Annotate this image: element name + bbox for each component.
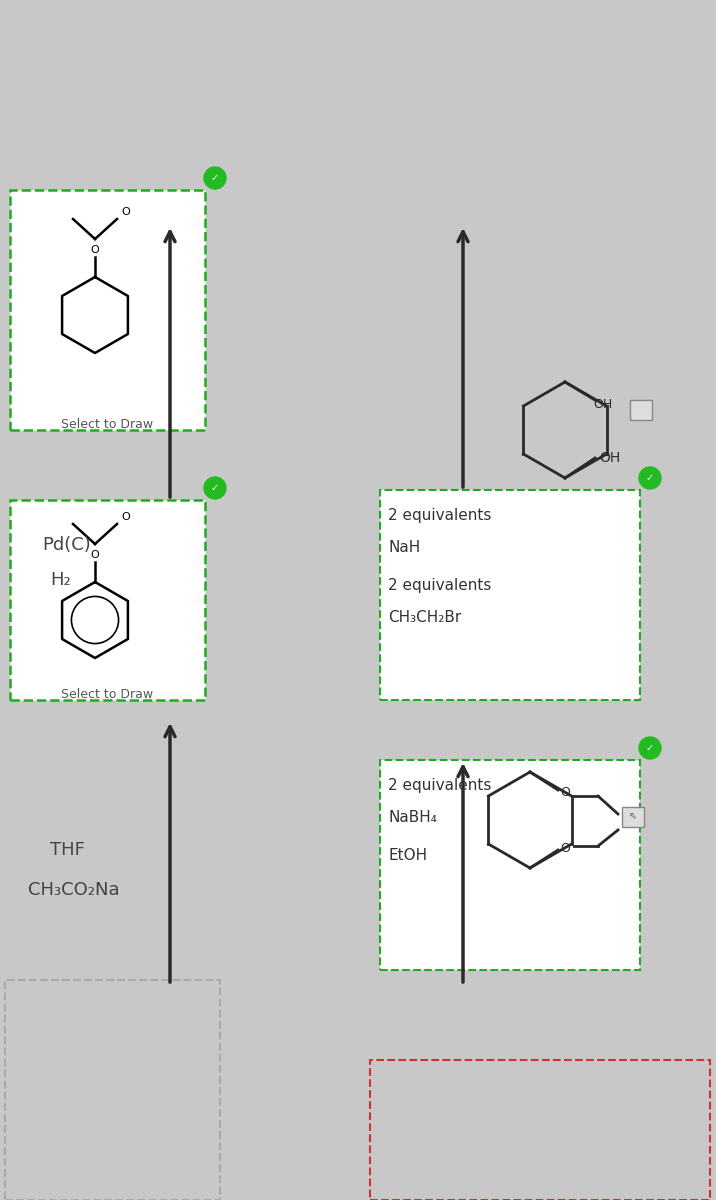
Bar <box>380 760 640 970</box>
Text: CH₃CO₂Na: CH₃CO₂Na <box>28 881 120 899</box>
Text: CH₃CH₂Br: CH₃CH₂Br <box>388 610 461 625</box>
Bar <box>370 1060 710 1200</box>
Text: 2 equivalents: 2 equivalents <box>388 778 491 793</box>
Text: ✓: ✓ <box>211 482 219 493</box>
Text: O: O <box>121 206 130 217</box>
Text: EtOH: EtOH <box>388 848 427 863</box>
Circle shape <box>639 467 661 490</box>
Text: O: O <box>121 512 130 522</box>
Text: Select to Draw: Select to Draw <box>61 688 153 701</box>
Text: OH: OH <box>599 451 620 464</box>
Text: O: O <box>560 841 570 854</box>
Bar <box>380 490 640 700</box>
Text: NaH: NaH <box>388 540 420 554</box>
Text: 2 equivalents: 2 equivalents <box>388 578 491 593</box>
Circle shape <box>204 167 226 188</box>
Circle shape <box>639 737 661 758</box>
Text: ✓: ✓ <box>646 473 654 482</box>
Text: ⇖: ⇖ <box>629 812 637 822</box>
Text: NaBH₄: NaBH₄ <box>388 810 437 826</box>
Bar <box>5 980 220 1200</box>
Text: Select to Draw: Select to Draw <box>61 418 153 431</box>
Bar <box>10 500 205 700</box>
Text: O: O <box>91 245 100 254</box>
Text: O: O <box>91 550 100 560</box>
Text: OH: OH <box>593 397 612 410</box>
Text: H₂: H₂ <box>50 571 71 589</box>
Text: O: O <box>560 786 570 798</box>
Bar <box>630 400 652 420</box>
Text: THF: THF <box>50 841 85 859</box>
Bar <box>622 806 644 827</box>
Text: 2 equivalents: 2 equivalents <box>388 508 491 523</box>
Circle shape <box>204 476 226 499</box>
Bar <box>10 190 205 430</box>
Text: Pd(C): Pd(C) <box>42 536 91 554</box>
Text: ✓: ✓ <box>646 743 654 754</box>
Text: ✓: ✓ <box>211 173 219 182</box>
